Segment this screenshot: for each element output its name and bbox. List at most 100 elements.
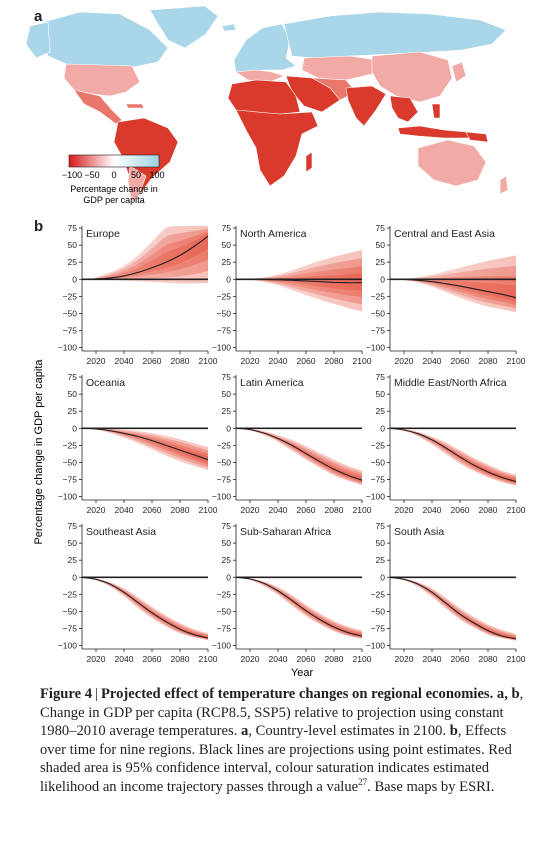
regional-charts: Percentage change in GDP per capita Year… <box>33 223 526 679</box>
x-tick-label: 2080 <box>325 654 344 664</box>
x-tick-label: 2020 <box>395 654 414 664</box>
map-region-japan <box>451 61 467 83</box>
caption-text3: , Effects over time for nine regions. Bl… <box>40 723 512 795</box>
x-tick-label: 2040 <box>269 356 288 366</box>
x-tick-label: 2020 <box>241 654 260 664</box>
x-tick-label: 2100 <box>353 356 372 366</box>
panel-a-letter: a <box>34 8 43 25</box>
y-tick-label: −50 <box>217 606 232 616</box>
y-tick-label: 75 <box>222 521 232 531</box>
confidence-band-layer <box>82 428 208 465</box>
y-tick-label: −50 <box>371 606 386 616</box>
y-tick-label: 50 <box>376 240 386 250</box>
y-tick-label: −100 <box>212 343 231 353</box>
x-tick-label: 2060 <box>451 356 470 366</box>
y-tick-label: 25 <box>222 257 232 267</box>
x-tick-label: 2100 <box>507 654 526 664</box>
y-tick-label: 0 <box>72 274 77 284</box>
confidence-band-layer <box>236 428 362 482</box>
x-tick-label: 2060 <box>297 356 316 366</box>
x-tick-label: 2060 <box>143 654 162 664</box>
caption-ab: a, b <box>496 686 520 702</box>
legend-tick-label: −50 <box>84 170 99 180</box>
panels-layer: 75 50 25 0 −25 −50 −75 −100 2020 2040 2060 2080 2100… <box>58 223 526 664</box>
x-axis-label: Year <box>291 667 314 679</box>
y-tick-label: −25 <box>217 440 232 450</box>
region-panel: 75 50 25 0 −25 −50 −75 −100 2020 2040 2060 2080 2100… <box>58 372 218 515</box>
projection-line <box>81 427 209 461</box>
y-tick-label: −25 <box>371 440 386 450</box>
y-tick-label: 0 <box>226 423 231 433</box>
legend-tick-label: 0 <box>111 170 116 180</box>
legend-colorbar <box>68 154 160 168</box>
region-title: Central and East Asia <box>394 228 495 240</box>
y-tick-label: 0 <box>226 572 231 582</box>
y-tick-label: 25 <box>222 406 232 416</box>
x-tick-label: 2080 <box>479 356 498 366</box>
y-tick-label: 0 <box>380 274 385 284</box>
y-tick-label: −100 <box>212 641 231 651</box>
y-tick-label: −100 <box>58 492 77 502</box>
caption-figure-number: Figure 4 <box>40 686 93 702</box>
y-tick-label: −25 <box>63 440 78 450</box>
y-tick-label: −100 <box>366 492 385 502</box>
y-tick-label: −75 <box>217 326 232 336</box>
panel-b-letter: b <box>34 218 44 235</box>
confidence-band-layer <box>236 577 362 637</box>
x-tick-label: 2020 <box>395 356 414 366</box>
y-tick-label: −25 <box>371 589 386 599</box>
caption-title: Projected effect of temperature changes … <box>100 686 494 702</box>
y-axis-label: Percentage change in GDP per capita <box>33 359 45 545</box>
x-tick-label: 2020 <box>87 356 106 366</box>
x-tick-label: 2060 <box>297 654 316 664</box>
map-region-png <box>465 131 489 143</box>
y-tick-label: 0 <box>380 423 385 433</box>
legend-tick-label: 50 <box>131 170 141 180</box>
x-tick-label: 2100 <box>199 356 218 366</box>
x-tick-label: 2020 <box>87 654 106 664</box>
caption-ref: 27 <box>358 777 368 788</box>
y-tick-label: −25 <box>63 291 78 301</box>
region-panel: 75 50 25 0 −25 −50 −75 −100 2020 2040 2060 2080 2100… <box>366 223 526 366</box>
confidence-band <box>390 255 516 313</box>
x-tick-label: 2080 <box>479 654 498 664</box>
y-tick-label: 25 <box>376 555 386 565</box>
map-region-alaska <box>25 21 51 59</box>
y-tick-label: −75 <box>371 624 386 634</box>
x-tick-label: 2060 <box>297 505 316 515</box>
y-tick-label: 75 <box>376 521 386 531</box>
x-tick-label: 2060 <box>143 505 162 515</box>
confidence-band <box>390 428 516 486</box>
confidence-band <box>82 577 208 641</box>
x-tick-label: 2060 <box>451 505 470 515</box>
y-tick-label: 25 <box>68 257 78 267</box>
region-panel: 75 50 25 0 −25 −50 −75 −100 2020 2040 2060 2080 2100… <box>366 372 526 515</box>
x-tick-label: 2040 <box>423 654 442 664</box>
x-tick-label: 2100 <box>199 654 218 664</box>
y-tick-label: 75 <box>68 521 78 531</box>
y-tick-label: −100 <box>58 641 77 651</box>
y-tick-label: 25 <box>222 555 232 565</box>
region-panel: 75 50 25 0 −25 −50 −75 −100 2020 2040 2060 2080 2100… <box>58 521 218 664</box>
x-tick-label: 2020 <box>87 505 106 515</box>
y-tick-label: 75 <box>222 372 232 382</box>
x-tick-label: 2040 <box>115 356 134 366</box>
region-panel: 75 50 25 0 −25 −50 −75 −100 2020 2040 2060 2080 2100… <box>212 521 372 664</box>
x-tick-label: 2100 <box>199 505 218 515</box>
x-tick-label: 2020 <box>395 505 414 515</box>
x-tick-label: 2080 <box>171 654 190 664</box>
y-tick-label: 50 <box>68 389 78 399</box>
y-tick-label: 0 <box>380 572 385 582</box>
confidence-band-layer <box>390 279 516 302</box>
y-tick-label: −75 <box>371 326 386 336</box>
confidence-band <box>82 428 208 470</box>
y-tick-label: 75 <box>376 223 386 233</box>
caption-text1: , Change in GDP per capita (RCP8.5, SSP5… <box>40 686 524 740</box>
y-tick-label: 75 <box>68 372 78 382</box>
map-region-indonesia <box>397 125 471 139</box>
projection-line <box>389 427 517 483</box>
projection-line <box>389 278 517 299</box>
y-tick-label: 75 <box>222 223 232 233</box>
x-tick-label: 2040 <box>115 654 134 664</box>
y-tick-label: 50 <box>222 240 232 250</box>
